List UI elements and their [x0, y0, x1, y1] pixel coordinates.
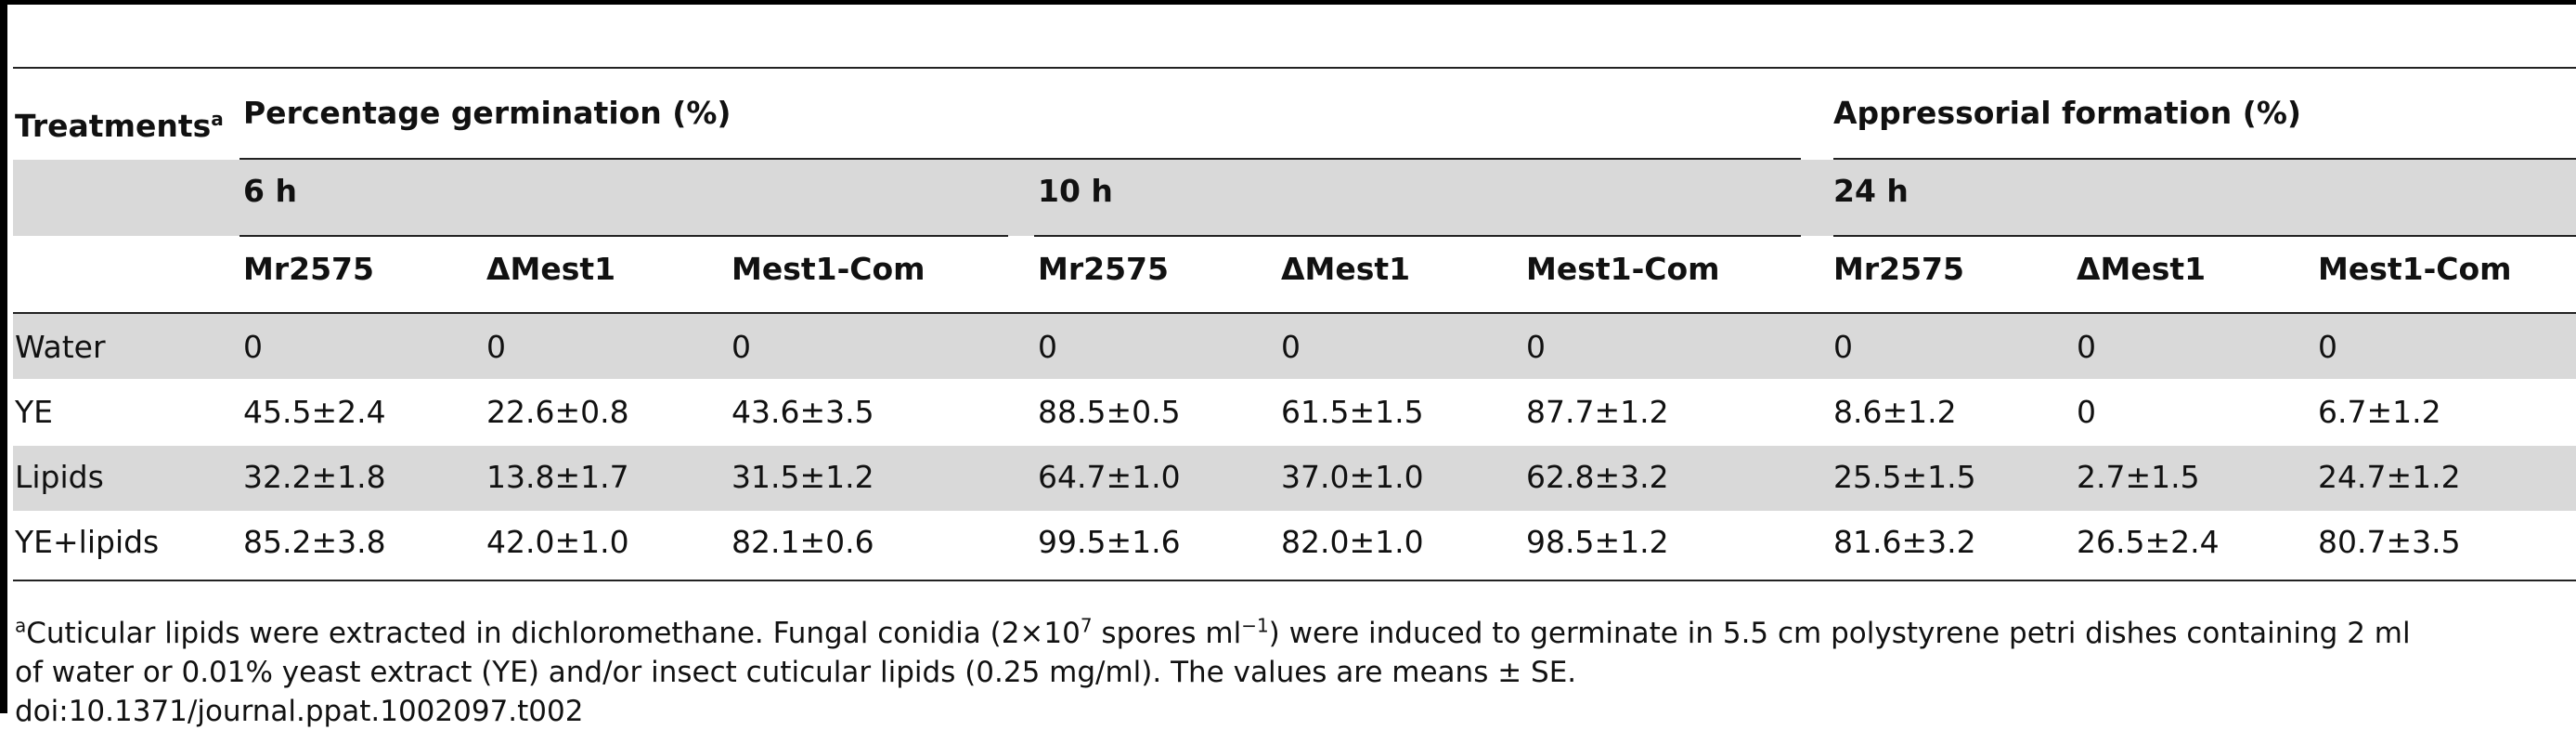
footnote-marker: a — [15, 614, 27, 637]
footnote-exponent-2: −1 — [1241, 614, 1269, 637]
strain-header-6h-mr2575: Mr2575 — [243, 251, 374, 287]
lipids-row-band — [13, 446, 2576, 511]
top-border — [0, 0, 2576, 5]
table-cell: 0 — [1526, 329, 1546, 365]
table-cell: 0 — [1281, 329, 1301, 365]
table-cell: 87.7±1.2 — [1526, 394, 1669, 430]
time-24h-rule — [1833, 235, 2576, 237]
table-cell: 0 — [2318, 329, 2337, 365]
table-cell: 25.5±1.5 — [1833, 459, 1976, 495]
table-cell: 0 — [2077, 329, 2096, 365]
strain-header-10h-mr2575: Mr2575 — [1038, 251, 1169, 287]
table-cell: 0 — [2077, 394, 2096, 430]
table-cell: 6.7±1.2 — [2318, 394, 2441, 430]
doi-link[interactable]: doi:10.1371/journal.ppat.1002097.t002 — [15, 695, 584, 728]
table-cell: 64.7±1.0 — [1038, 459, 1181, 495]
strain-header-6h-dmest1: ΔMest1 — [486, 251, 616, 287]
table-cell: 31.5±1.2 — [731, 459, 874, 495]
table-cell: 42.0±1.0 — [486, 524, 629, 560]
strain-header-24h-mest1com: Mest1-Com — [2318, 251, 2512, 287]
table-cell: 22.6±0.8 — [486, 394, 629, 430]
table-cell: 26.5±2.4 — [2077, 524, 2220, 560]
table-cell: 0 — [1038, 329, 1057, 365]
header-top-rule — [13, 67, 2576, 69]
footnote-line-2: of water or 0.01% yeast extract (YE) and… — [15, 656, 1577, 689]
row-label-water: Water — [15, 329, 106, 365]
table-cell: 45.5±2.4 — [243, 394, 386, 430]
footnote-text-a: Cuticular lipids were extracted in dichl… — [26, 617, 1081, 650]
table-cell: 2.7±1.5 — [2077, 459, 2200, 495]
water-row-band — [13, 314, 2576, 379]
table-cell: 32.2±1.8 — [243, 459, 386, 495]
table-cell: 0 — [731, 329, 751, 365]
table-cell: 0 — [486, 329, 506, 365]
table-cell: 88.5±0.5 — [1038, 394, 1181, 430]
table-cell: 81.6±3.2 — [1833, 524, 1976, 560]
table-cell: 0 — [243, 329, 263, 365]
strain-header-10h-dmest1: ΔMest1 — [1281, 251, 1411, 287]
strain-header-6h-mest1com: Mest1-Com — [731, 251, 926, 287]
table-cell: 62.8±3.2 — [1526, 459, 1669, 495]
time-header-6h: 6 h — [243, 173, 297, 209]
footnote-line-1: aCuticular lipids were extracted in dich… — [15, 615, 2411, 652]
time-header-10h: 10 h — [1038, 173, 1113, 209]
footnote-text-b: spores ml — [1092, 617, 1242, 650]
table-cell: 80.7±3.5 — [2318, 524, 2461, 560]
time-header-24h: 24 h — [1833, 173, 1909, 209]
time-6h-rule — [239, 235, 1008, 237]
table-cell: 8.6±1.2 — [1833, 394, 1957, 430]
table-cell: 24.7±1.2 — [2318, 459, 2461, 495]
germination-group-header: Percentage germination (%) — [243, 95, 731, 131]
table-cell: 0 — [1833, 329, 1853, 365]
strain-header-24h-dmest1: ΔMest1 — [2077, 251, 2207, 287]
table-cell: 82.0±1.0 — [1281, 524, 1424, 560]
strain-header-24h-mr2575: Mr2575 — [1833, 251, 1964, 287]
appressorial-group-header: Appressorial formation (%) — [1833, 95, 2301, 131]
treatments-footnote-marker: a — [211, 108, 224, 130]
table-cell: 37.0±1.0 — [1281, 459, 1424, 495]
treatments-header: Treatmentsa — [15, 108, 224, 145]
table-cell: 98.5±1.2 — [1526, 524, 1669, 560]
table-cell: 61.5±1.5 — [1281, 394, 1424, 430]
germination-group-rule — [239, 158, 1801, 160]
table-bottom-rule — [13, 580, 2576, 581]
time-10h-rule — [1034, 235, 1801, 237]
table-cell: 13.8±1.7 — [486, 459, 629, 495]
table-cell: 99.5±1.6 — [1038, 524, 1181, 560]
row-label-lipids: Lipids — [15, 459, 104, 495]
row-label-ye: YE — [15, 394, 54, 430]
table-cell: 43.6±3.5 — [731, 394, 874, 430]
row-label-ye-lipids: YE+lipids — [15, 524, 160, 560]
table-cell: 85.2±3.8 — [243, 524, 386, 560]
treatments-label: Treatments — [15, 108, 212, 144]
time-header-band — [13, 160, 2576, 236]
footnote-text-c: ) were induced to germinate in 5.5 cm po… — [1268, 617, 2411, 650]
appressorial-group-rule — [1833, 158, 2576, 160]
footnote-exponent-1: 7 — [1080, 614, 1093, 637]
strain-header-10h-mest1com: Mest1-Com — [1526, 251, 1720, 287]
left-border — [0, 0, 7, 713]
table-cell: 82.1±0.6 — [731, 524, 874, 560]
header-bottom-rule — [13, 312, 2576, 314]
